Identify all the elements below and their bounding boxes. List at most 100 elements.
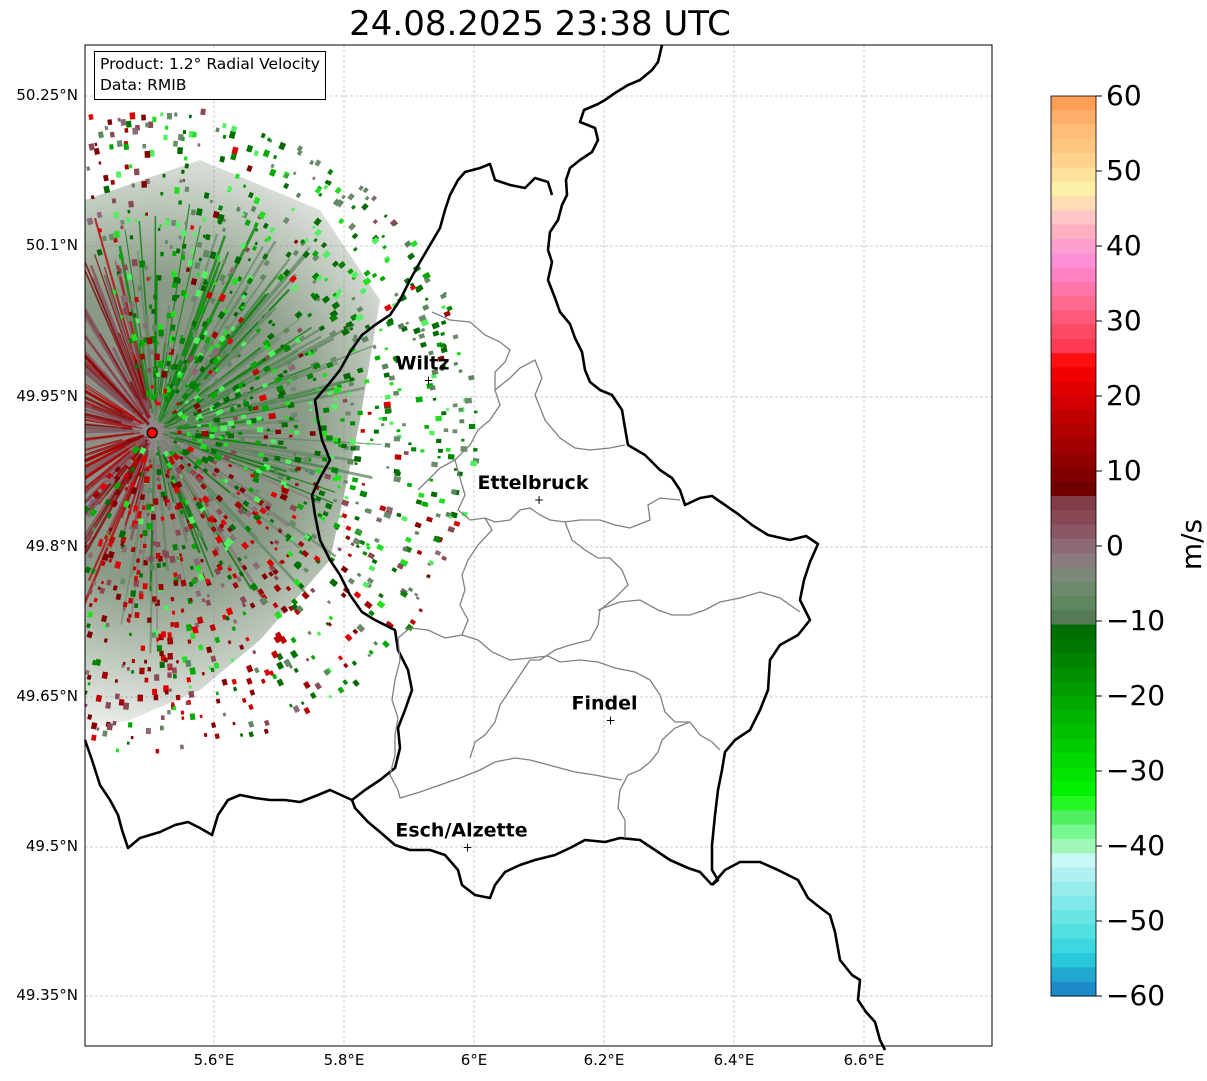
y-tick-label: 49.8°N <box>25 537 78 555</box>
colorbar-tick-label: −60 <box>1106 979 1166 1012</box>
colorbar-segment <box>1051 253 1096 269</box>
city-marker-icon: + <box>534 493 544 507</box>
colorbar-segment <box>1051 596 1096 611</box>
x-tick-label: 6°E <box>460 1051 488 1069</box>
colorbar-segment <box>1051 481 1096 497</box>
colorbar-tick-label: 10 <box>1106 454 1142 487</box>
colorbar-segment <box>1051 296 1096 311</box>
colorbar-segment <box>1051 138 1096 154</box>
city-label: Ettelbruck <box>478 472 589 494</box>
colorbar-segment <box>1051 524 1096 540</box>
colorbar-segment <box>1051 353 1096 369</box>
colorbar-tick-label: −20 <box>1106 679 1166 712</box>
colorbar-segment <box>1051 667 1096 683</box>
y-tick-label: 49.35°N <box>16 986 78 1004</box>
colorbar-segment <box>1051 210 1096 226</box>
city-label: Esch/Alzette <box>395 820 527 842</box>
colorbar-segment <box>1051 724 1096 740</box>
colorbar-segment <box>1051 896 1096 911</box>
colorbar-segment <box>1051 738 1096 754</box>
colorbar-segment <box>1051 153 1096 169</box>
colorbar-segment <box>1051 396 1096 411</box>
product-label: Product: 1.2° Radial Velocity <box>100 55 320 73</box>
colorbar-segment <box>1051 567 1096 583</box>
city-label: Wiltz <box>395 353 449 375</box>
colorbar-segment <box>1051 467 1096 483</box>
colorbar-segment <box>1051 510 1096 526</box>
colorbar-tick-label: 30 <box>1106 304 1142 337</box>
colorbar-segment <box>1051 196 1096 211</box>
colorbar-tick-label: 0 <box>1106 529 1124 562</box>
colorbar-tick-label: 60 <box>1106 79 1142 112</box>
colorbar-segment <box>1051 681 1096 697</box>
radar-echoes <box>85 108 480 754</box>
colorbar-segment <box>1051 710 1096 726</box>
colorbar-segment <box>1051 124 1096 140</box>
colorbar-segment <box>1051 924 1096 940</box>
colorbar-segment <box>1051 381 1096 397</box>
colorbar-segment <box>1051 953 1096 969</box>
city-label: Findel <box>571 692 637 714</box>
colorbar-segment <box>1051 910 1096 926</box>
y-tick-label: 50.1°N <box>25 236 78 254</box>
x-tick-label: 5.8°E <box>323 1051 365 1069</box>
colorbar-unit-label: m/s <box>1175 518 1207 571</box>
colorbar-segment <box>1051 438 1096 454</box>
colorbar-segment <box>1051 496 1096 511</box>
product-info-box: Product: 1.2° Radial Velocity Data: RMIB <box>94 51 326 100</box>
colorbar-segment <box>1051 624 1096 640</box>
city-marker-icon: + <box>462 841 472 855</box>
colorbar-tick-label: 50 <box>1106 154 1142 187</box>
colorbar-segment <box>1051 453 1096 469</box>
y-tick-label: 49.65°N <box>16 687 78 705</box>
colorbar-segment <box>1051 553 1096 569</box>
colorbar-segment <box>1051 753 1096 769</box>
colorbar-segment <box>1051 938 1096 954</box>
y-tick-label: 50.25°N <box>16 86 78 104</box>
canton-borders <box>389 311 801 838</box>
colorbar-segment <box>1051 824 1096 840</box>
colorbar-segment <box>1051 967 1096 983</box>
colorbar-tick-label: −10 <box>1106 604 1166 637</box>
colorbar-tick-label: −30 <box>1106 754 1166 787</box>
colorbar-segment <box>1051 767 1096 783</box>
colorbar-segment <box>1051 181 1096 197</box>
colorbar-segment <box>1051 810 1096 826</box>
country-borders <box>83 44 887 1051</box>
colorbar-frame <box>1050 95 1097 997</box>
map-title: 24.08.2025 23:38 UTC <box>349 4 731 44</box>
city-marker-icon: + <box>605 713 615 727</box>
colorbar-segment <box>1051 610 1096 626</box>
colorbar-segment <box>1051 638 1096 654</box>
colorbar-segment <box>1051 838 1096 854</box>
colorbar-segment <box>1051 224 1096 240</box>
colorbar-segment <box>1051 781 1096 797</box>
colorbar-segment <box>1051 310 1096 326</box>
colorbar-segment <box>1051 96 1096 111</box>
radar-site-marker <box>146 427 158 439</box>
axes-frame <box>84 44 993 1047</box>
y-tick-label: 49.5°N <box>25 837 78 855</box>
city-markers: +Wiltz+Ettelbruck+Findel+Esch/Alzette <box>395 353 637 855</box>
colorbar-segment <box>1051 867 1096 883</box>
data-source-label: Data: RMIB <box>100 76 187 94</box>
x-tick-label: 6.4°E <box>713 1051 755 1069</box>
colorbar-segment <box>1051 538 1096 554</box>
colorbar-segment <box>1051 110 1096 126</box>
colorbar-segment <box>1051 981 1096 997</box>
x-tick-label: 6.2°E <box>583 1051 625 1069</box>
y-tick-label: 49.95°N <box>16 387 78 405</box>
colorbar-segment <box>1051 238 1096 254</box>
colorbar-segment <box>1051 338 1096 354</box>
x-tick-label: 6.6°E <box>843 1051 885 1069</box>
city-marker-icon: + <box>423 374 433 388</box>
colorbar-segment <box>1051 581 1096 597</box>
colorbar-segment <box>1051 267 1096 283</box>
colorbar <box>1051 95 1102 997</box>
colorbar-tick-label: 20 <box>1106 379 1142 412</box>
colorbar-segment <box>1051 367 1096 383</box>
colorbar-tick-label: −40 <box>1106 829 1166 862</box>
colorbar-segment <box>1051 853 1096 869</box>
colorbar-segment <box>1051 424 1096 440</box>
